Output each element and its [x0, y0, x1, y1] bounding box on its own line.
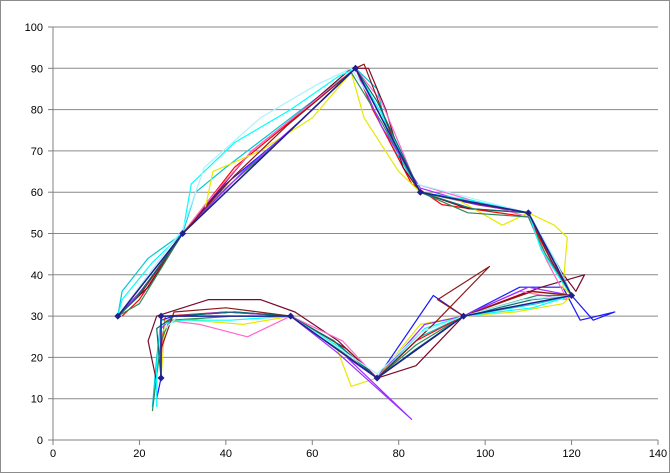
y-tick-label: 60 — [31, 187, 43, 199]
y-tick-label: 50 — [31, 229, 43, 241]
y-tick-label: 100 — [25, 22, 43, 34]
x-tick-label: 40 — [220, 448, 232, 460]
y-tick-label: 30 — [31, 311, 43, 323]
reference-point — [416, 188, 424, 196]
reference-point — [373, 374, 381, 382]
trace-line-9 — [117, 67, 573, 407]
reference-point — [568, 291, 576, 299]
reference-point — [157, 374, 165, 382]
x-tick-label: 0 — [50, 448, 56, 460]
reference-point — [460, 312, 468, 320]
reference-series — [114, 64, 576, 382]
x-tick-label: 80 — [393, 448, 405, 460]
y-tick-label: 70 — [31, 146, 43, 158]
x-tick-label: 100 — [476, 448, 494, 460]
reference-point — [114, 312, 122, 320]
reference-point — [157, 312, 165, 320]
y-tick-label: 20 — [31, 352, 43, 364]
y-tick-label: 80 — [31, 105, 43, 117]
x-ticks: 0 20 40 60 80 100 120 140 — [50, 440, 667, 460]
y-ticks: 0 10 20 30 40 50 60 70 80 90 100 — [25, 22, 53, 447]
x-tick-label: 120 — [562, 448, 580, 460]
reference-point — [524, 209, 532, 217]
y-tick-label: 40 — [31, 270, 43, 282]
trace-line-5 — [117, 67, 568, 379]
reference-point — [287, 312, 295, 320]
x-tick-label: 140 — [649, 448, 667, 460]
x-tick-label: 20 — [133, 448, 145, 460]
y-tick-label: 0 — [37, 435, 43, 447]
y-tick-label: 90 — [31, 63, 43, 75]
y-tick-label: 10 — [31, 394, 43, 406]
reference-point — [352, 64, 359, 72]
x-tick-label: 60 — [306, 448, 318, 460]
reference-point — [179, 230, 187, 237]
